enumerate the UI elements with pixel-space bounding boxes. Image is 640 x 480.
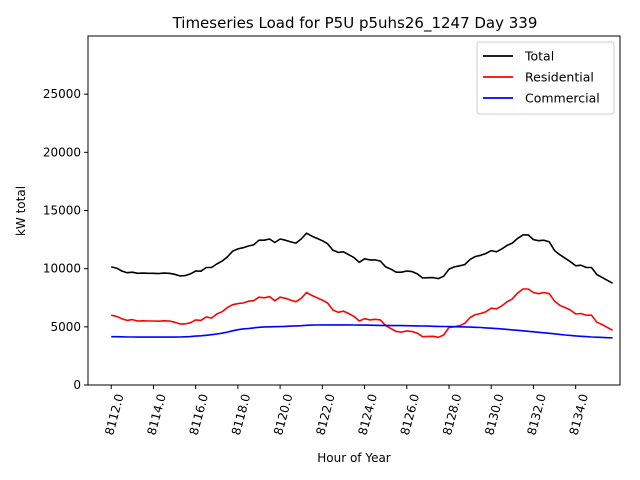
series-line-residential: [111, 288, 613, 339]
y-tick-label: 25000: [43, 87, 81, 101]
x-axis-label: Hour of Year: [317, 451, 391, 465]
legend: Total Residential Commercial: [476, 41, 615, 115]
y-tick-label: 20000: [43, 145, 81, 159]
y-tick-label: 5000: [50, 320, 81, 334]
series-lines: [111, 232, 613, 339]
series-line-total: [111, 232, 613, 284]
chart-title: Timeseries Load for P5U p5uhs26_1247 Day…: [172, 14, 538, 33]
y-tick-label: 15000: [43, 204, 81, 218]
legend-box: [476, 41, 615, 115]
series-line-commercial: [111, 324, 613, 339]
y-axis: 0 5000 10000 15000 20000 25000: [43, 87, 88, 392]
legend-label-total: Total: [524, 49, 554, 64]
y-axis-label: kW total: [14, 186, 28, 236]
legend-label-commercial: Commercial: [525, 91, 600, 106]
y-tick-label: 10000: [43, 262, 81, 276]
y-tick-label: 0: [73, 378, 81, 392]
legend-label-residential: Residential: [525, 70, 594, 85]
